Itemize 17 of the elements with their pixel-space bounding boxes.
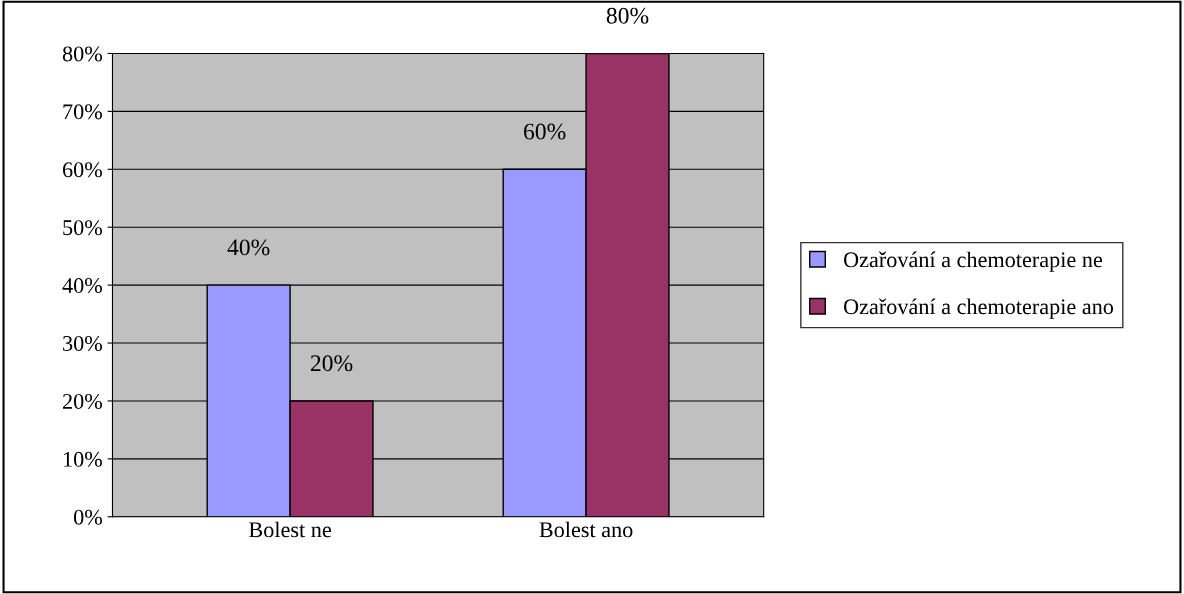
data-label: 80% <box>606 7 649 24</box>
x-tick-label: Bolest ano <box>539 521 633 538</box>
x-tick-label: Bolest ne <box>249 521 331 538</box>
y-tick-label: 10% <box>63 451 102 467</box>
data-label: 20% <box>310 355 353 372</box>
legend-label: Ozařování a chemoterapie ano <box>843 298 1114 319</box>
data-label: 40% <box>227 239 270 256</box>
y-tick-label: 60% <box>62 162 102 178</box>
legend-label: Ozařování a chemoterapie ne <box>843 251 1103 272</box>
y-tick-label: 50% <box>63 220 102 236</box>
y-tick-label: 70% <box>63 104 102 120</box>
y-tick-label: 40% <box>62 278 102 294</box>
data-label: 60% <box>524 123 566 140</box>
y-tick-label: 0% <box>73 509 102 525</box>
y-tick-label: 30% <box>63 335 102 352</box>
y-tick-label: 80% <box>62 46 102 62</box>
y-tick-label: 20% <box>63 393 102 409</box>
